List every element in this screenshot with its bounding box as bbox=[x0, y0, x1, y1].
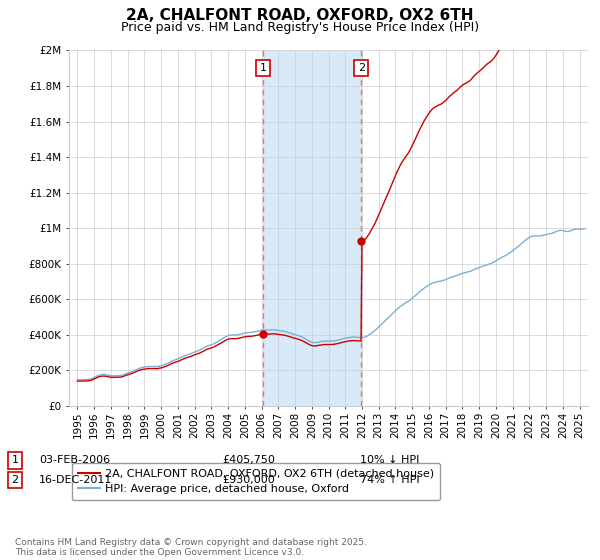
Bar bbox=[263, 50, 361, 406]
Text: 16-DEC-2011: 16-DEC-2011 bbox=[39, 475, 112, 485]
Text: 10% ↓ HPI: 10% ↓ HPI bbox=[360, 455, 419, 465]
Text: 03-FEB-2006: 03-FEB-2006 bbox=[39, 455, 110, 465]
Text: 2: 2 bbox=[358, 63, 365, 73]
Text: Price paid vs. HM Land Registry's House Price Index (HPI): Price paid vs. HM Land Registry's House … bbox=[121, 21, 479, 34]
Text: Contains HM Land Registry data © Crown copyright and database right 2025.
This d: Contains HM Land Registry data © Crown c… bbox=[15, 538, 367, 557]
Text: 74% ↑ HPI: 74% ↑ HPI bbox=[360, 475, 419, 485]
Text: 2: 2 bbox=[11, 475, 19, 485]
Text: £930,000: £930,000 bbox=[222, 475, 275, 485]
Text: £405,750: £405,750 bbox=[222, 455, 275, 465]
Text: 2A, CHALFONT ROAD, OXFORD, OX2 6TH: 2A, CHALFONT ROAD, OXFORD, OX2 6TH bbox=[126, 8, 474, 24]
Text: 1: 1 bbox=[11, 455, 19, 465]
Legend: 2A, CHALFONT ROAD, OXFORD, OX2 6TH (detached house), HPI: Average price, detache: 2A, CHALFONT ROAD, OXFORD, OX2 6TH (deta… bbox=[72, 463, 440, 500]
Text: 1: 1 bbox=[260, 63, 266, 73]
